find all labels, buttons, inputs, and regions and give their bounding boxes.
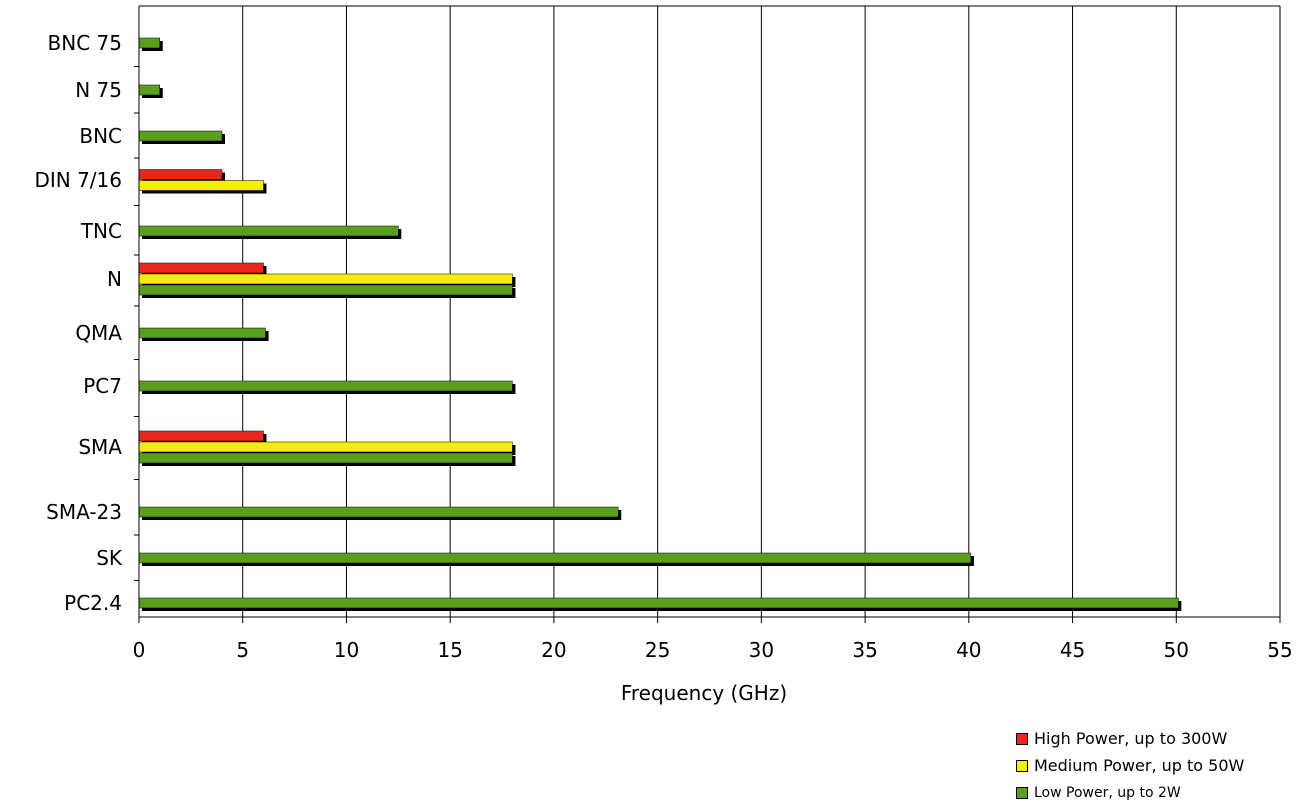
bar: [138, 84, 160, 96]
x-tick-label: 55: [1267, 638, 1292, 662]
legend-item-high-power: High Power, up to 300W: [1016, 725, 1244, 752]
x-tick-label: 45: [1060, 638, 1085, 662]
bar: [138, 180, 264, 191]
y-category-label: SK: [96, 546, 123, 570]
bar: [138, 225, 399, 237]
bar: [138, 506, 619, 518]
grid-layer: [242, 6, 1281, 617]
bar: [138, 37, 160, 49]
bar: [138, 130, 223, 142]
bar: [138, 441, 513, 453]
y-category-label: N: [107, 267, 122, 291]
y-category-label: DIN 7/16: [34, 168, 122, 192]
y-category-label: N 75: [75, 78, 122, 102]
x-tick-label: 20: [541, 638, 566, 662]
x-tick-label: 0: [133, 638, 146, 662]
bar: [138, 262, 264, 274]
bar: [138, 452, 513, 464]
y-category-label: PC2.4: [64, 591, 122, 615]
bar: [138, 273, 513, 285]
y-category-label: QMA: [75, 321, 122, 345]
x-tick-label: 10: [334, 638, 359, 662]
x-tick-label: 35: [852, 638, 877, 662]
x-tick-label: 40: [956, 638, 981, 662]
y-category-label: TNC: [80, 219, 122, 243]
bar: [138, 380, 513, 392]
bar: [138, 284, 513, 296]
x-tick-label: 30: [749, 638, 774, 662]
legend: High Power, up to 300W Medium Power, up …: [1016, 725, 1244, 806]
x-tick-label: 15: [437, 638, 462, 662]
x-tick-label: 50: [1164, 638, 1189, 662]
x-tick-label: 25: [645, 638, 670, 662]
x-axis-title: Frequency (GHz): [621, 681, 787, 705]
bar: [138, 327, 266, 339]
axes-layer: [134, 5, 1281, 623]
y-category-label: SMA-23: [46, 500, 122, 524]
bars-layer: [138, 37, 1182, 611]
labels-layer: 0 5 10 15 20 25 30 35 40 45 50 55 BNC 75 N 75 BNC DIN 7…: [34, 31, 1292, 662]
legend-swatch-low-power: [1016, 786, 1028, 799]
bar: [138, 552, 972, 564]
legend-label-high-power: High Power, up to 300W: [1034, 729, 1228, 748]
y-category-label: BNC: [79, 124, 122, 148]
legend-label-low-power: Low Power, up to 2W: [1034, 784, 1181, 801]
y-category-label: PC7: [83, 374, 122, 398]
legend-swatch-high-power: [1016, 732, 1028, 745]
legend-label-medium-power: Medium Power, up to 50W: [1034, 756, 1245, 775]
y-category-label: SMA: [78, 435, 122, 459]
bar: [138, 169, 223, 180]
bar: [138, 597, 1179, 609]
bar: [138, 430, 264, 442]
x-tick-label: 5: [236, 638, 249, 662]
y-category-label: BNC 75: [48, 31, 122, 55]
legend-swatch-medium-power: [1016, 759, 1028, 772]
legend-item-low-power: Low Power, up to 2W: [1016, 779, 1244, 806]
legend-item-medium-power: Medium Power, up to 50W: [1016, 752, 1244, 779]
